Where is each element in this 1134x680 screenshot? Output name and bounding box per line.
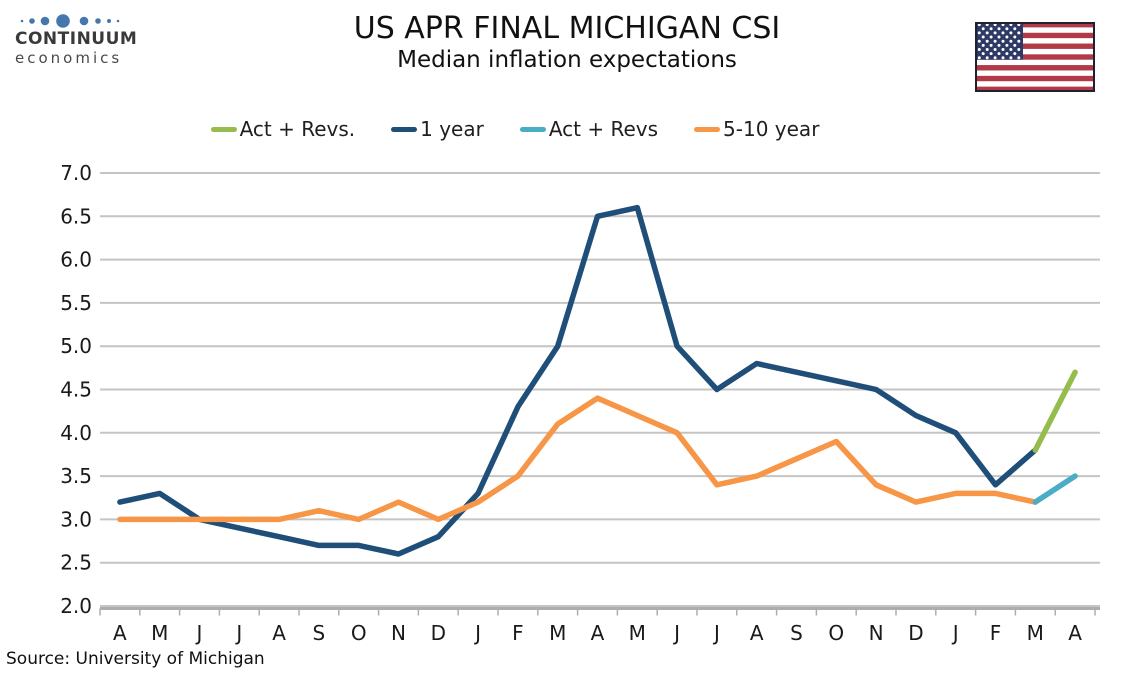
svg-text:J: J (672, 621, 680, 645)
logo-brand-text: CONTINUUM (15, 29, 138, 49)
legend-label: Act + Revs (548, 117, 659, 141)
gridlines (100, 172, 1100, 607)
svg-text:J: J (712, 621, 720, 645)
svg-text:5.5: 5.5 (60, 291, 92, 315)
series-line-1-year (117, 204, 1039, 557)
svg-text:F: F (990, 621, 1002, 645)
legend-item: 1 year (391, 117, 484, 141)
svg-text:4.0: 4.0 (60, 421, 92, 445)
svg-text:7.0: 7.0 (60, 161, 92, 185)
legend-item: 5-10 year (694, 117, 819, 141)
svg-text:A: A (591, 621, 605, 645)
svg-text:2.0: 2.0 (60, 594, 92, 618)
legend: Act + Revs. 1 year Act + Revs 5-10 year (0, 117, 1030, 141)
series-line-5-10-year (117, 395, 1039, 523)
svg-text:3.0: 3.0 (60, 507, 92, 531)
svg-text:S: S (313, 621, 326, 645)
svg-text:A: A (750, 621, 764, 645)
svg-text:4.5: 4.5 (60, 378, 92, 402)
svg-text:A: A (272, 621, 286, 645)
source-note: Source: University of Michigan (6, 649, 265, 669)
legend-swatch-icon (519, 126, 546, 132)
continuum-logo: CONTINUUM economics (15, 12, 145, 67)
svg-text:A: A (1068, 621, 1082, 645)
svg-text:J: J (195, 621, 203, 645)
svg-text:N: N (869, 621, 884, 645)
svg-text:S: S (790, 621, 803, 645)
legend-swatch-icon (694, 126, 721, 132)
svg-text:O: O (351, 621, 367, 645)
legend-label: Act + Revs. (239, 117, 356, 141)
svg-text:6.5: 6.5 (60, 204, 92, 228)
svg-text:J: J (473, 621, 481, 645)
svg-text:6.0: 6.0 (60, 248, 92, 272)
logo-sub-text: economics (15, 49, 123, 67)
svg-text:M: M (629, 621, 646, 645)
svg-text:F: F (512, 621, 524, 645)
legend-label: 5-10 year (723, 117, 820, 141)
legend-item: Act + Revs (519, 117, 659, 141)
svg-text:M: M (1027, 621, 1044, 645)
legend-item: Act + Revs. (210, 117, 356, 141)
title-block: US APR FINAL MICHIGAN CSI Median inflati… (0, 12, 1134, 74)
svg-text:M: M (549, 621, 566, 645)
legend-swatch-icon (210, 126, 237, 132)
svg-text:D: D (908, 621, 923, 645)
svg-text:O: O (828, 621, 844, 645)
y-axis-labels: 2.0 2.5 3.0 3.5 4.0 4.5 5.0 5.5 6.0 6.5 7.0 (60, 161, 92, 618)
page-subtitle: Median inflation expectations (397, 47, 737, 73)
us-flag-icon (975, 22, 1095, 92)
svg-text:J: J (951, 621, 959, 645)
svg-text:5.0: 5.0 (60, 334, 92, 358)
legend-swatch-icon (391, 126, 418, 132)
svg-text:2.5: 2.5 (60, 551, 92, 575)
svg-text:J: J (234, 621, 242, 645)
svg-text:N: N (391, 621, 406, 645)
series-line-act-revs (1032, 473, 1078, 505)
svg-text:3.5: 3.5 (60, 464, 92, 488)
series-line-act-revs- (1032, 369, 1078, 453)
page-title: US APR FINAL MICHIGAN CSI (353, 11, 781, 46)
logo-dots-icon (20, 14, 120, 28)
x-axis (99, 607, 1100, 616)
svg-text:D: D (431, 621, 446, 645)
svg-text:A: A (113, 621, 127, 645)
legend-label: 1 year (420, 117, 484, 141)
svg-text:M: M (151, 621, 168, 645)
